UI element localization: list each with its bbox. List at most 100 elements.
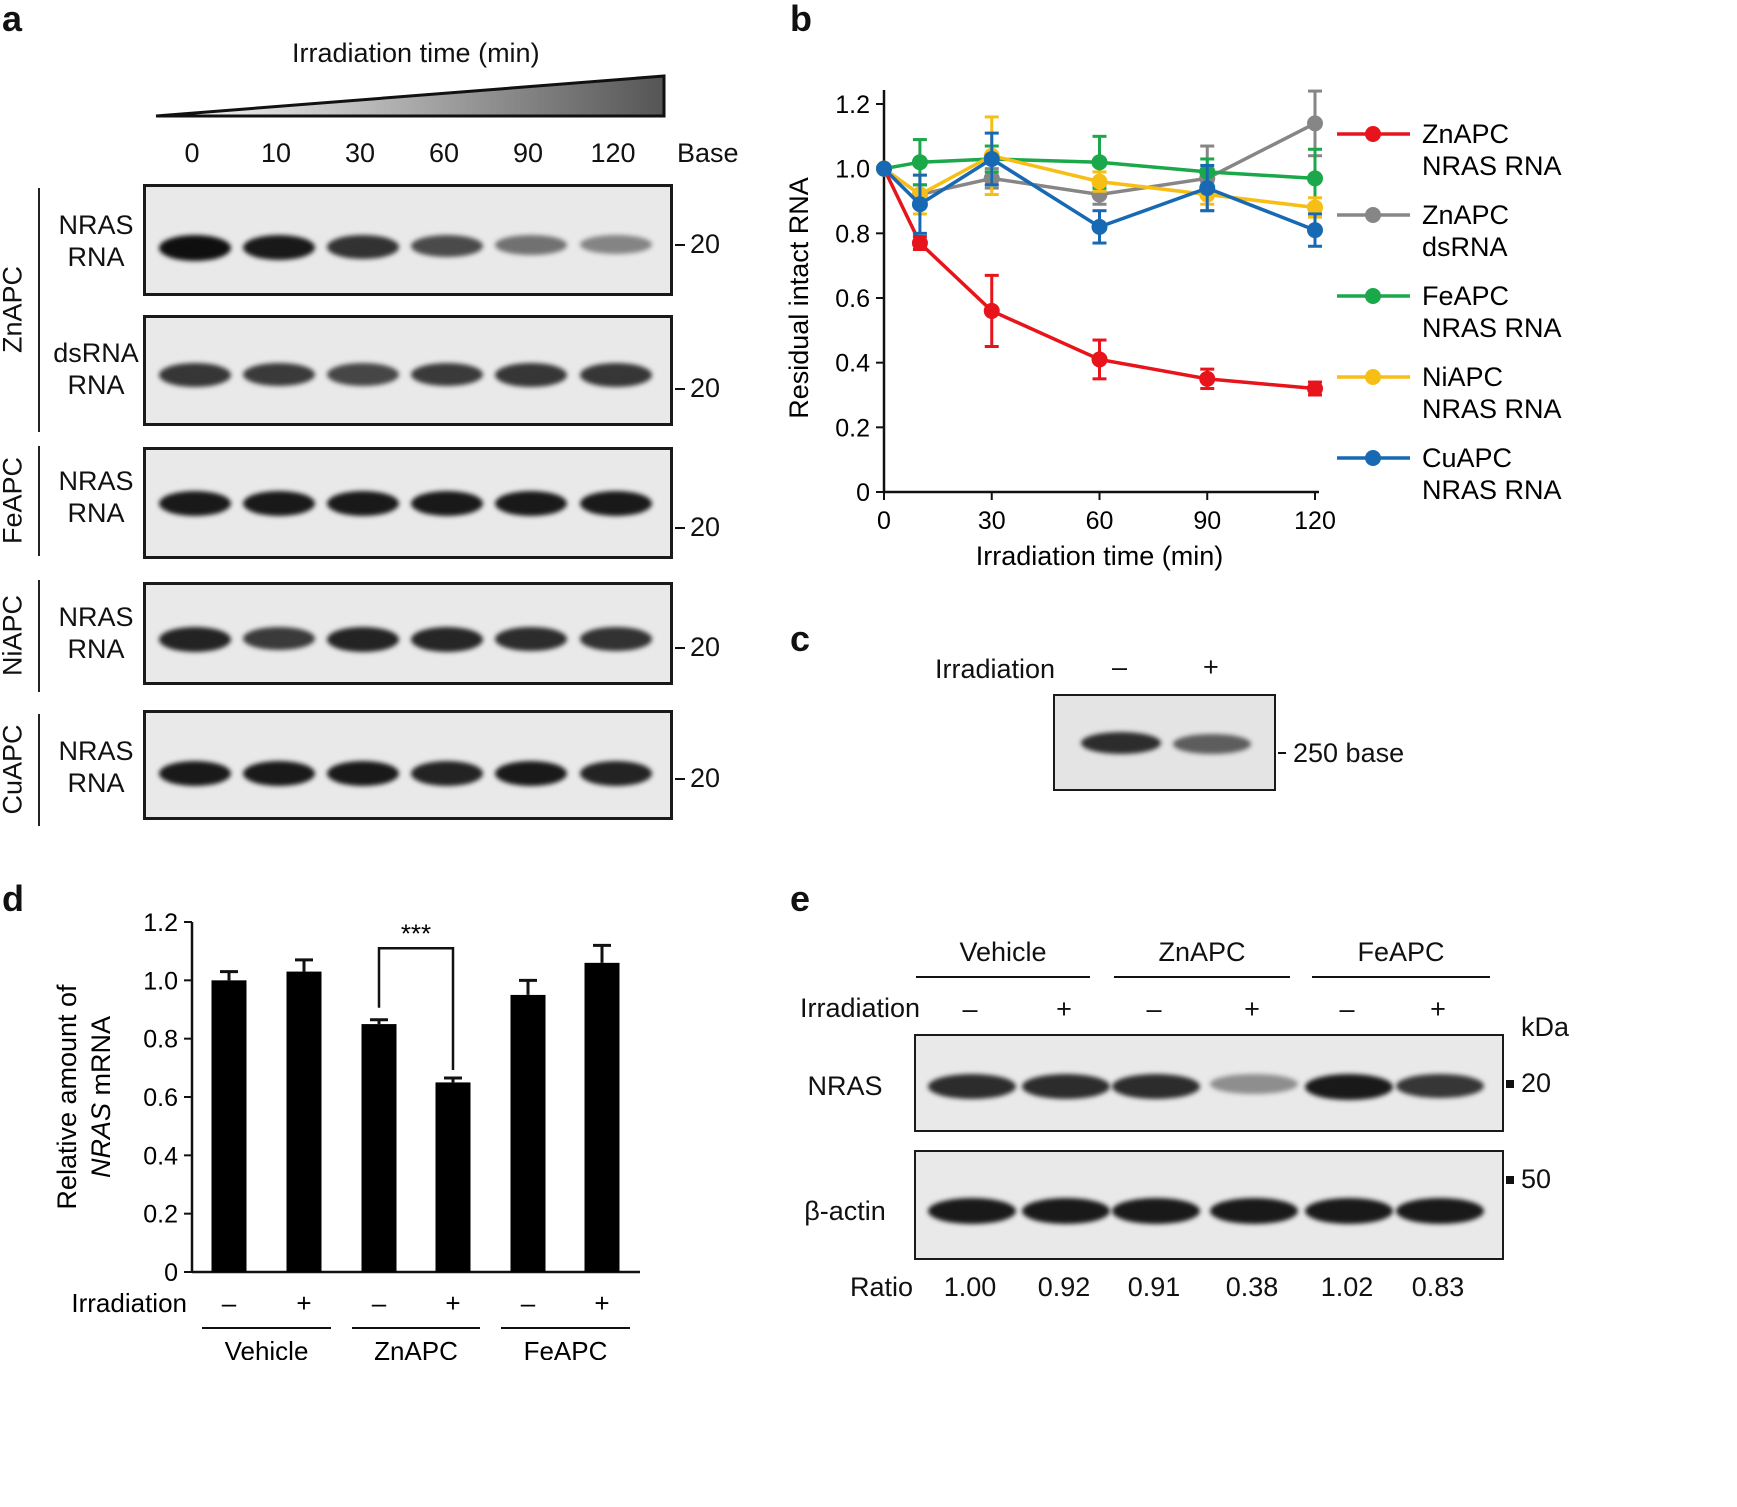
panel-c-band-plus (1173, 734, 1251, 754)
chart-d-sign-label: – (521, 1288, 536, 1318)
panel-a-band (327, 627, 399, 652)
chart-b-legend-marker (1365, 450, 1381, 466)
panel-e-band (1112, 1198, 1200, 1224)
panel-a-time-label: 10 (260, 138, 292, 168)
panel-a-row-label-line2: RNA (67, 634, 125, 664)
chart-d-bar (361, 1024, 397, 1272)
panel-a-group-label: NiAPC (0, 595, 28, 677)
panel-a-band (243, 363, 315, 386)
chart-b-legend-label: NRAS RNA (1422, 394, 1562, 424)
chart-b-legend-marker (1365, 369, 1381, 385)
panel-e-group-label: FeAPC (1357, 937, 1445, 967)
panel-a-marker: 20 (690, 632, 721, 662)
panel-e-sign-label: – (1146, 994, 1162, 1024)
panel-a-band (243, 761, 315, 786)
panel-a-group-bracket (38, 446, 40, 556)
panel-a-band (159, 363, 231, 387)
chart-b-y-tick-label: 0.8 (835, 220, 870, 248)
chart-b-legend-label: NiAPC (1422, 362, 1503, 392)
panel-e-group-line (1312, 976, 1490, 978)
panel-a-band (495, 627, 567, 651)
chart-d-sign-label: + (594, 1288, 609, 1318)
panel-a-band (580, 627, 652, 651)
chart-b-series (876, 131, 1323, 248)
panel-a-group-bracket (38, 188, 40, 432)
panel-a-blot (143, 315, 673, 426)
panel-a-band (327, 235, 399, 259)
chart-b-point (1199, 180, 1216, 197)
chart-d-y-axis-label-line1: Relative amount of (52, 984, 82, 1210)
chart-b-point (1199, 370, 1216, 387)
panel-a-band (580, 235, 652, 254)
chart-b-x-tick-label: 60 (1086, 507, 1114, 535)
panel-e-sign-label: – (1339, 994, 1355, 1024)
panel-a-row-label-line1: NRAS (58, 466, 134, 496)
panel-a-row-label-line2: RNA (67, 370, 125, 400)
panel-a-row-label-line2: RNA (67, 768, 125, 798)
chart-d-y-axis-label-line2: NRAS mRNA (86, 1016, 116, 1178)
panel-e-row-label: Irradiation (800, 993, 921, 1023)
panel-a-marker-tick (675, 647, 685, 649)
panel-a-group-label: ZnAPC (0, 265, 28, 354)
chart-b-series-line (882, 156, 1316, 232)
panel-e-ratio-label: Ratio (850, 1272, 914, 1302)
panel-a-blot (143, 582, 673, 685)
chart-b-legend-marker (1365, 126, 1381, 142)
chart-b-x-tick-label: 0 (877, 507, 891, 535)
panel-a-blot (143, 184, 673, 296)
chart-d-group-label: ZnAPC (374, 1336, 458, 1360)
chart-b-legend-label: ZnAPC (1422, 119, 1509, 149)
panel-a-band (411, 627, 483, 652)
panel-c-sign-plus: + (1203, 652, 1219, 682)
chart-b-y-tick-label: 0.6 (835, 285, 870, 313)
panel-c-band-minus (1081, 732, 1161, 754)
panel-a-marker-tick (675, 388, 685, 390)
chart-b-point (1091, 218, 1108, 235)
chart-d-significance-label: *** (401, 918, 431, 948)
chart-b-y-axis-label: Residual intact RNA (784, 177, 814, 419)
chart-d-sign-label: + (445, 1288, 460, 1318)
panel-a-time-label: 30 (344, 138, 376, 168)
panel-e-ratio-value: 0.83 (1411, 1272, 1465, 1302)
panel-a-band (495, 363, 567, 387)
chart-d-y-axis-label-italic: NRAS (86, 1103, 116, 1178)
chart-d-y-axis-label-rest: mRNA (86, 1016, 116, 1103)
panel-a-title: Irradiation time (min) (292, 38, 540, 68)
panel-c-row-label: Irradiation (935, 654, 1056, 684)
panel-a-base-label: Base (677, 138, 739, 168)
chart-d-y-tick-label: 0.8 (143, 1026, 178, 1054)
panel-a-band (159, 491, 231, 516)
panel-e-group-line (916, 976, 1090, 978)
panel-a-blot (143, 447, 673, 559)
panel-e-row-label: NRAS (807, 1071, 883, 1101)
chart-d-bar (435, 1082, 471, 1272)
panel-a-time-label: 90 (512, 138, 544, 168)
panel-e-band (1396, 1198, 1484, 1224)
panel-a-band (411, 491, 483, 516)
panel-a-band (159, 235, 231, 261)
panel-a-band (411, 761, 483, 786)
panel-a-blot (143, 710, 673, 820)
panel-e-ratio-value: 0.92 (1037, 1272, 1091, 1302)
panel-a-marker-tick (675, 527, 685, 529)
chart-b-series-line (882, 167, 1316, 391)
panel-a-marker: 20 (690, 373, 721, 403)
irradiation-gradient-wedge (155, 74, 666, 118)
panel-c-marker-tick (1278, 752, 1286, 754)
panel-e-ratio-value: 0.91 (1127, 1272, 1181, 1302)
chart-d-sign-label: – (372, 1288, 387, 1318)
panel-a-group-bracket (38, 714, 40, 826)
chart-d-bar (286, 971, 322, 1272)
chart-b-legend-label: NRAS RNA (1422, 313, 1562, 343)
panel-a-band (580, 761, 652, 786)
panel-a-band (495, 491, 567, 516)
panel-a-marker: 20 (690, 229, 721, 259)
chart-b-y-tick-label: 0 (856, 479, 870, 507)
panel-a-band (243, 491, 315, 516)
panel-e-band (1305, 1074, 1393, 1100)
panel-e-marker: 50 (1521, 1164, 1552, 1194)
chart-b-legend-label: NRAS RNA (1422, 475, 1562, 505)
chart-d-row-label: Irradiation (71, 1288, 187, 1318)
chart-b-x-tick-label: 120 (1294, 507, 1336, 535)
panel-e-band (1305, 1198, 1393, 1224)
